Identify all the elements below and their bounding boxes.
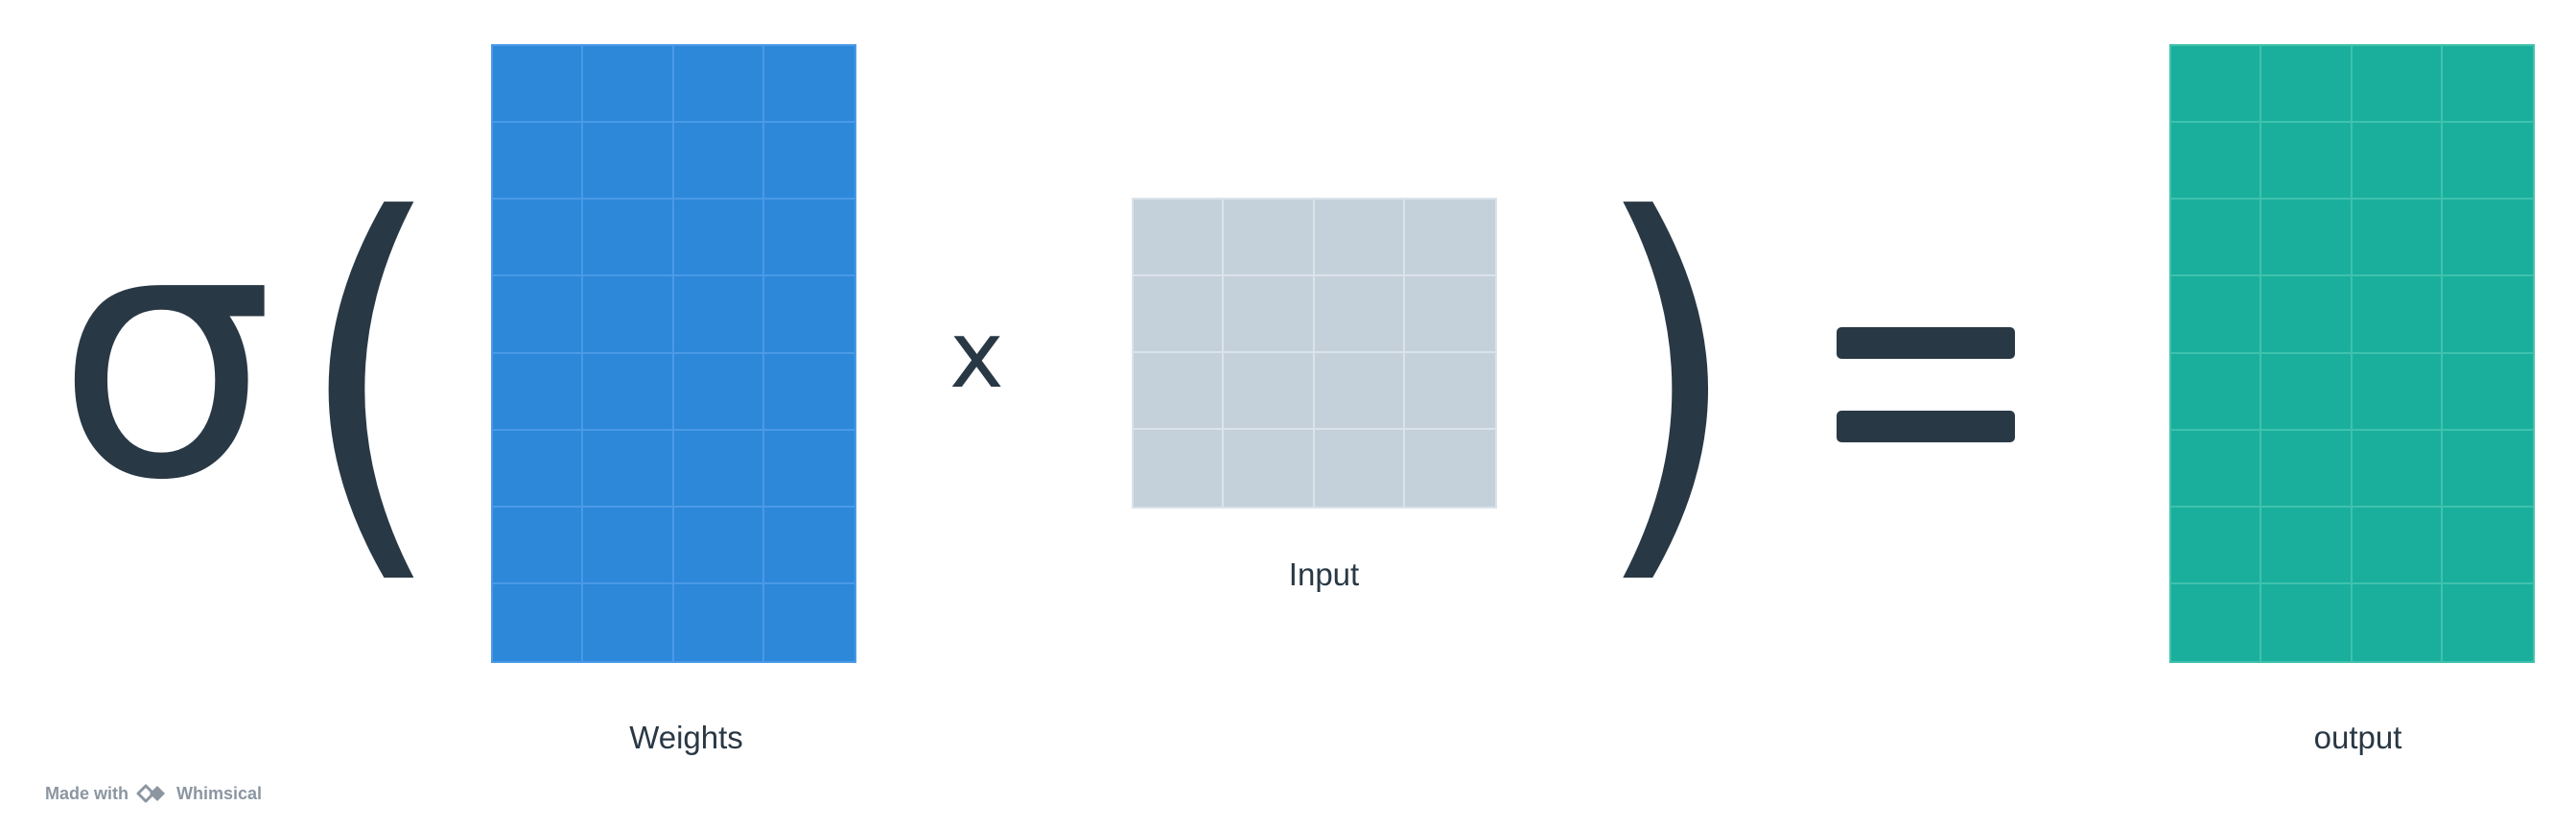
weights-matrix-cell [493, 583, 584, 661]
weights-matrix-cell [763, 200, 855, 277]
weights-matrix-cell [673, 46, 764, 124]
weights-matrix-cell [493, 276, 584, 354]
output-matrix-cell [2261, 430, 2353, 508]
weights-matrix-cell [673, 507, 764, 584]
output-label: output [2313, 720, 2402, 755]
whimsical-brand-text: Whimsical [176, 784, 263, 803]
input-matrix-cell [1134, 276, 1225, 353]
input-matrix-cell [1224, 276, 1315, 353]
output-matrix-cell [2171, 200, 2262, 277]
input-matrix-cell [1404, 276, 1495, 353]
weights-matrix-cell [493, 353, 584, 431]
weights-matrix-cell [673, 123, 764, 201]
input-matrix-cell [1404, 353, 1495, 430]
weights-matrix-cell [673, 353, 764, 431]
output-matrix-cell [2352, 200, 2443, 277]
input-matrix-cell [1224, 430, 1315, 507]
output-matrix-cell [2352, 123, 2443, 201]
output-matrix-cell [2352, 507, 2443, 584]
weights-matrix-cell [763, 123, 855, 201]
weights-matrix-cell [493, 46, 584, 124]
output-matrix-cell [2442, 508, 2533, 584]
made-with-whimsical-badge[interactable]: Made with Whimsical [45, 783, 262, 804]
weights-matrix-cell [673, 430, 764, 508]
weights-matrix-cell [763, 431, 855, 508]
input-matrix-cell [1314, 200, 1405, 276]
weights-matrix-cell [583, 200, 674, 277]
output-matrix-cell [2442, 276, 2533, 354]
input-matrix-cell [1134, 430, 1225, 507]
output-matrix-cell [2261, 123, 2353, 201]
output-matrix-cell [2171, 507, 2262, 584]
input-matrix-cell [1314, 276, 1405, 353]
weights-matrix-cell [493, 123, 584, 201]
input-matrix-cell [1134, 353, 1225, 430]
weights-matrix-cell [583, 353, 674, 431]
input-matrix-cell [1315, 430, 1405, 507]
weights-matrix-cell [763, 46, 855, 124]
output-matrix-cell [2261, 583, 2353, 661]
weights-matrix-cell [763, 354, 855, 431]
made-with-text: Made with [45, 784, 129, 803]
output-matrix-cell [2442, 431, 2533, 508]
weights-matrix-cell [673, 276, 764, 354]
equals-sign-top-bar [1837, 327, 2015, 359]
output-matrix-cell [2261, 46, 2353, 124]
output-matrix-cell [2171, 583, 2262, 661]
weights-matrix-cell [673, 200, 764, 277]
open-parenthesis: ( [295, 130, 445, 622]
output-matrix [2169, 44, 2535, 663]
output-matrix-cell [2442, 123, 2533, 201]
output-matrix-cell [2171, 123, 2262, 201]
whimsical-logo-icon [136, 784, 166, 803]
multiply-symbol: x [949, 301, 1004, 409]
input-matrix-cell [1224, 200, 1315, 276]
close-parenthesis: ) [1592, 130, 1742, 622]
output-matrix-cell [2261, 200, 2353, 277]
output-matrix-cell [2171, 276, 2262, 354]
output-matrix-cell [2352, 430, 2443, 508]
weights-matrix-cell [764, 584, 855, 661]
weights-matrix [491, 44, 856, 663]
weights-matrix-cell [583, 46, 674, 124]
output-matrix-cell [2352, 46, 2443, 124]
weights-matrix-cell [763, 276, 855, 354]
output-matrix-cell [2261, 507, 2353, 584]
input-matrix-cell [1134, 200, 1225, 276]
output-matrix-cell [2442, 200, 2533, 277]
weights-label: Weights [629, 720, 743, 755]
weights-matrix-cell [583, 276, 674, 354]
weights-matrix-cell [493, 200, 584, 277]
weights-matrix-cell [583, 507, 674, 584]
output-matrix-cell [2352, 276, 2443, 354]
output-matrix-cell [2442, 46, 2533, 124]
input-matrix-cell [1405, 430, 1495, 507]
weights-matrix-cell [493, 507, 584, 584]
input-matrix-cell [1314, 353, 1405, 430]
output-matrix-cell [2171, 430, 2262, 508]
output-matrix-cell [2171, 46, 2262, 124]
weights-matrix-cell [583, 583, 674, 661]
input-label: Input [1288, 557, 1360, 592]
sigma-symbol: σ [56, 154, 275, 556]
input-matrix [1132, 198, 1497, 509]
input-matrix-cell [1404, 200, 1495, 276]
equals-sign-bottom-bar [1837, 411, 2015, 442]
output-matrix-cell [2353, 583, 2443, 661]
input-matrix-cell [1224, 353, 1315, 430]
output-matrix-cell [2261, 353, 2353, 431]
output-matrix-cell [2442, 354, 2533, 431]
output-matrix-cell [2261, 276, 2353, 354]
output-matrix-cell [2443, 584, 2533, 661]
output-matrix-cell [2171, 353, 2262, 431]
weights-matrix-cell [583, 430, 674, 508]
weights-matrix-cell [763, 508, 855, 584]
output-matrix-cell [2352, 353, 2443, 431]
weights-matrix-cell [583, 123, 674, 201]
weights-matrix-cell [493, 430, 584, 508]
weights-matrix-cell [674, 583, 764, 661]
